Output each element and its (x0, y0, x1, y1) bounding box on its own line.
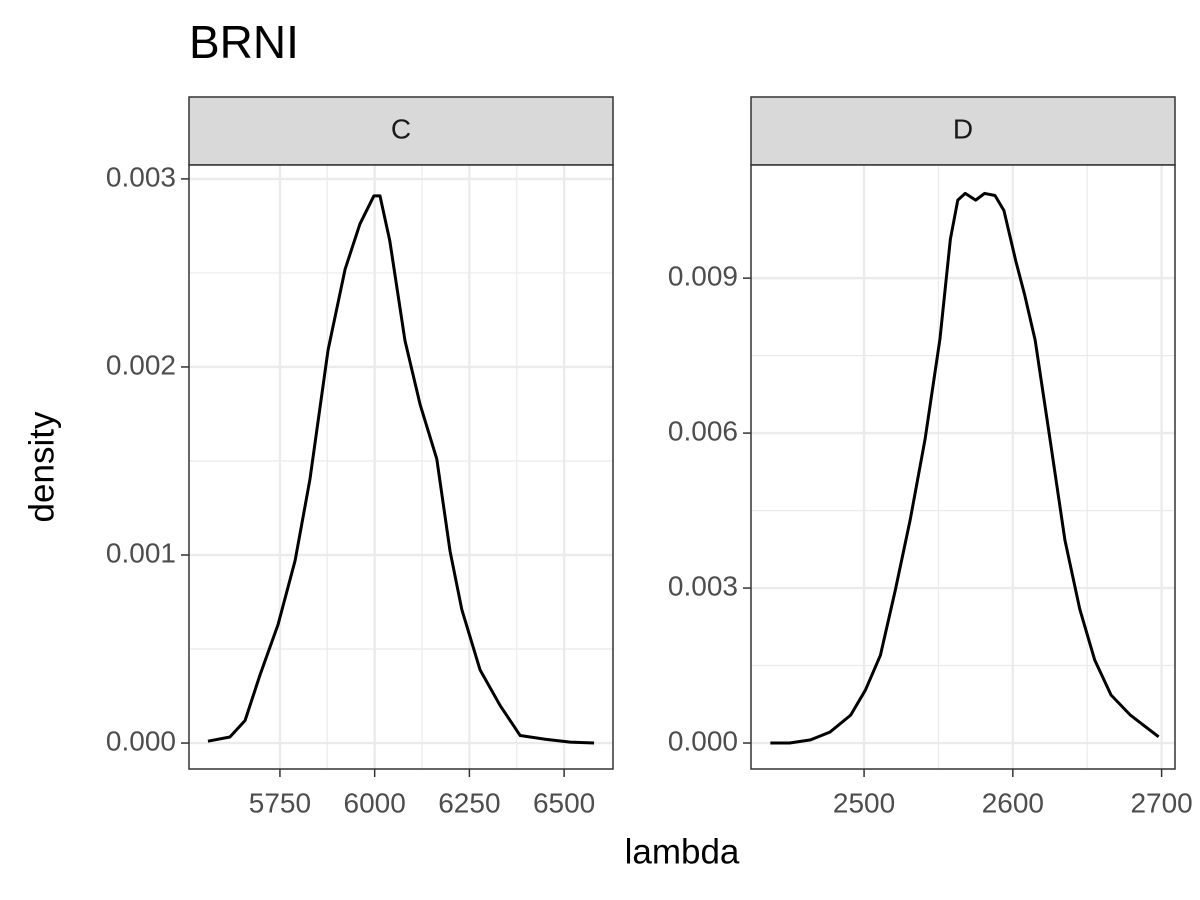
facet-strip (750, 96, 1176, 166)
panel-border (750, 164, 1176, 770)
x-tick-label: 6500 (533, 787, 595, 818)
x-tick-label: 2700 (1130, 787, 1192, 818)
facet-label: C (391, 113, 411, 144)
y-tick-label: 0.009 (668, 261, 738, 292)
panel-background (189, 165, 613, 769)
x-axis-label: lambda (625, 832, 740, 871)
y-tick-label: 0.003 (106, 161, 176, 192)
x-tick-label: 2500 (833, 787, 895, 818)
x-tick-label: 6250 (438, 787, 500, 818)
y-tick-label: 0.002 (106, 349, 176, 380)
chart-title: BRNI (189, 16, 299, 68)
facet-label: D (953, 113, 973, 144)
y-tick-label: 0.006 (668, 415, 738, 446)
panel-border (188, 164, 614, 770)
y-axis-label: density (22, 411, 61, 522)
y-tick-label: 0.003 (668, 570, 738, 601)
density-line (770, 191, 1160, 745)
y-tick-label: 0.000 (668, 725, 738, 756)
x-tick-label: 2600 (982, 787, 1044, 818)
x-tick-label: 6000 (344, 787, 406, 818)
y-tick-label: 0.001 (106, 537, 176, 568)
panel-background (751, 165, 1175, 769)
y-tick-label: 0.000 (106, 725, 176, 756)
facet-strip (188, 96, 614, 166)
density-line (207, 194, 595, 745)
x-tick-label: 5750 (249, 787, 311, 818)
